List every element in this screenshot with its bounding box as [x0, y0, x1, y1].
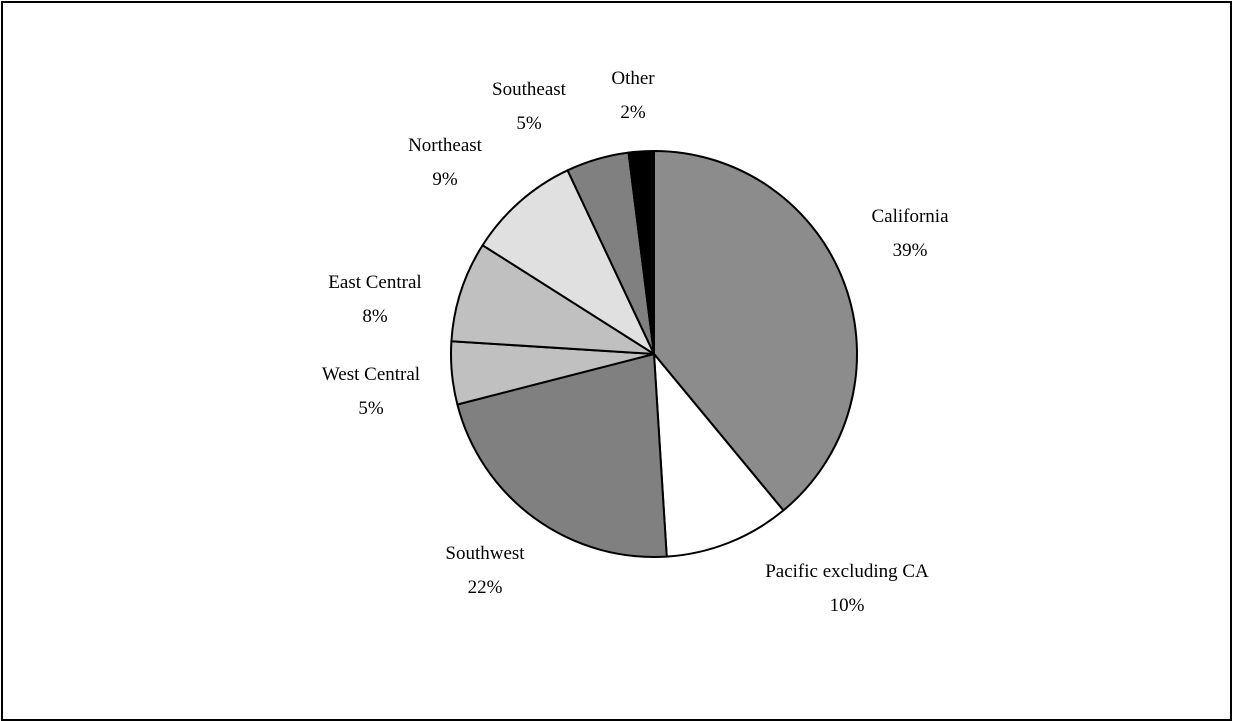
slice-value-label: 22%: [468, 577, 503, 598]
slice-value-label: 5%: [358, 398, 384, 419]
slice-category-label: Pacific excluding CA: [765, 561, 929, 582]
slice-category-label: Southwest: [445, 543, 525, 564]
pie-slice-other: [627, 150, 655, 355]
pie-slice-pacific-excluding-ca: [653, 353, 785, 558]
slice-value-label: 2%: [620, 102, 646, 123]
slice-category-label: East Central: [328, 272, 421, 293]
slice-value-label: 39%: [893, 240, 928, 261]
pie-slice-northeast: [481, 169, 655, 355]
slice-category-label: Other: [611, 68, 655, 89]
slice-category-label: Northeast: [408, 135, 483, 156]
slice-value-label: 5%: [516, 113, 542, 134]
pie-slice-east-central: [450, 244, 655, 355]
slice-category-label: California: [871, 206, 949, 227]
pie-slice-southwest: [456, 353, 668, 558]
slice-labels: California 39% Pacific excluding CA 10% Sout…: [322, 68, 949, 616]
pie-slices: [450, 150, 858, 558]
pie-slice-california: [653, 150, 858, 512]
slice-value-label: 10%: [830, 595, 865, 616]
slice-category-label: West Central: [322, 364, 420, 385]
slice-value-label: 9%: [432, 169, 458, 190]
slice-category-label: Southeast: [492, 79, 567, 100]
slice-value-label: 8%: [362, 306, 388, 327]
